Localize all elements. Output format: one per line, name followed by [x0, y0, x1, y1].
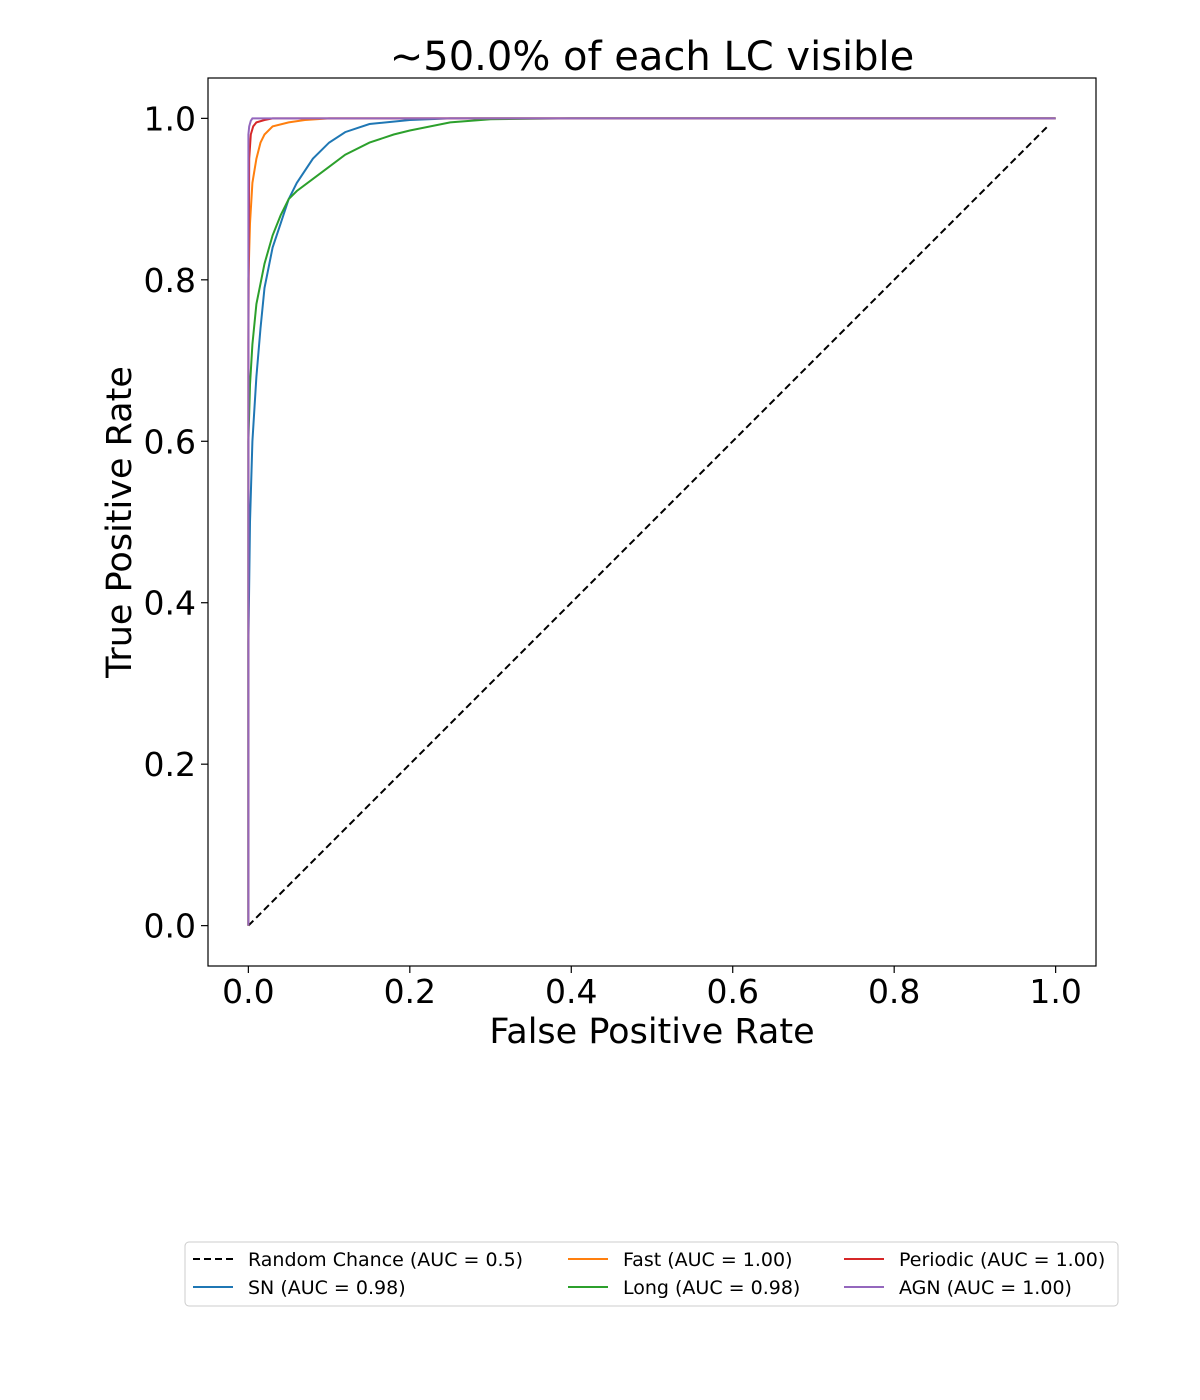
x-tick-label: 1.0 [1029, 972, 1081, 1011]
x-tick-label: 0.4 [545, 972, 597, 1011]
legend-label-2: Fast (AUC = 1.00) [623, 1249, 793, 1271]
x-tick-label: 0.2 [384, 972, 436, 1011]
y-tick-label: 0.4 [144, 584, 196, 623]
axes-border [207, 77, 1097, 967]
y-tick-label: 0.8 [144, 261, 196, 300]
legend: Random Chance (AUC = 0.5) SN (AUC = 0.98)… [184, 1241, 1119, 1307]
series-line-3 [247, 117, 1056, 926]
y-tick-label: 0.0 [144, 907, 196, 946]
chart-title: ~50.0% of each LC visible [390, 34, 915, 80]
x-tick-label: 0.8 [868, 972, 920, 1011]
x-tick-label: 0.0 [222, 972, 274, 1011]
y-axis-label: True Positive Rate [100, 366, 140, 679]
legend-label-0: Random Chance (AUC = 0.5) [248, 1249, 523, 1271]
y-tick-label: 0.2 [144, 745, 196, 784]
plot-area [208, 78, 1096, 966]
legend-label-5: AGN (AUC = 1.00) [899, 1277, 1072, 1299]
series-line-5 [247, 117, 1056, 926]
x-axis-label: False Positive Rate [489, 1012, 814, 1052]
legend-label-4: Periodic (AUC = 1.00) [899, 1249, 1105, 1271]
y-tick-label: 0.6 [144, 422, 196, 461]
legend-label-3: Long (AUC = 0.98) [623, 1277, 800, 1299]
series-line-0 [247, 125, 1049, 927]
axes-frame [207, 77, 1097, 967]
x-tick-label: 0.6 [706, 972, 758, 1011]
legend-label-1: SN (AUC = 0.98) [248, 1277, 406, 1299]
legend-box [184, 1241, 1119, 1307]
x-axis-ticks: 0.0 0.2 0.4 0.6 0.8 1.0 [222, 966, 1082, 1011]
y-tick-label: 1.0 [144, 99, 196, 138]
series-layer [247, 117, 1056, 927]
y-axis-ticks: 0.0 0.2 0.4 0.6 0.8 1.0 [144, 99, 208, 946]
plot-background [208, 78, 1096, 966]
